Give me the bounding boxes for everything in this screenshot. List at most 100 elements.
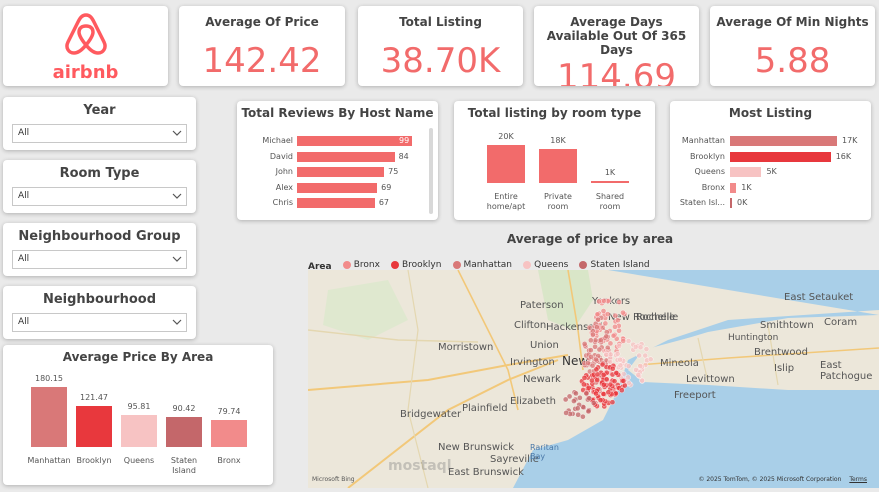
map-point[interactable]	[625, 363, 632, 369]
map-point[interactable]	[593, 390, 599, 397]
legend-item[interactable]: Staten Island	[579, 260, 650, 270]
map-point[interactable]	[594, 324, 600, 330]
map-point[interactable]	[593, 366, 600, 373]
map-point[interactable]	[612, 312, 619, 319]
map-point[interactable]	[583, 390, 590, 397]
map-point[interactable]	[621, 382, 628, 389]
map-point[interactable]	[597, 397, 604, 403]
map-point[interactable]	[563, 410, 569, 416]
map-point[interactable]	[616, 327, 622, 334]
map-point[interactable]	[566, 393, 573, 400]
map-point[interactable]	[626, 380, 632, 386]
map-point[interactable]	[613, 370, 620, 376]
map-point[interactable]	[637, 363, 644, 369]
kpi-avg-days-available: Average Days Available Out Of 365 Days 1…	[534, 6, 699, 86]
map-point[interactable]	[647, 356, 654, 363]
map-point[interactable]	[585, 408, 592, 415]
neighbourhood-group-dropdown[interactable]: All	[12, 250, 187, 269]
map-point[interactable]	[625, 338, 632, 344]
map-point[interactable]	[562, 396, 569, 403]
map-point[interactable]	[603, 352, 610, 358]
legend-item[interactable]: Brooklyn	[391, 260, 441, 270]
map-point[interactable]	[596, 298, 602, 305]
map-point[interactable]	[603, 333, 610, 340]
map-point[interactable]	[604, 311, 611, 317]
map-point[interactable]	[614, 351, 621, 357]
terms-link[interactable]: Terms	[849, 476, 867, 483]
map-point[interactable]	[632, 344, 639, 350]
map-point[interactable]	[594, 311, 601, 318]
map-point[interactable]	[625, 374, 631, 381]
map-point[interactable]	[639, 377, 646, 384]
bar-value: 67	[378, 198, 390, 207]
map-point[interactable]	[612, 324, 618, 330]
room-type-dropdown[interactable]: All	[12, 187, 187, 206]
map-point[interactable]	[609, 365, 616, 372]
scrollbar[interactable]	[429, 128, 433, 214]
map-point[interactable]	[601, 381, 607, 388]
map-point[interactable]	[593, 356, 599, 363]
map-point[interactable]	[580, 413, 586, 420]
neighbourhood-dropdown[interactable]: All	[12, 313, 187, 332]
map-point[interactable]	[601, 298, 607, 304]
legend-item[interactable]: Queens	[523, 260, 568, 270]
map-point[interactable]	[574, 405, 581, 412]
map-point[interactable]	[607, 340, 614, 347]
map-point[interactable]	[581, 375, 588, 381]
map-point[interactable]	[603, 376, 610, 383]
map-point[interactable]	[588, 354, 594, 360]
map-point[interactable]	[607, 381, 614, 388]
map-point[interactable]	[575, 411, 581, 418]
map-point[interactable]	[619, 387, 625, 394]
map-point[interactable]	[586, 324, 593, 331]
bar-label: Entire	[494, 192, 518, 201]
bar	[297, 151, 395, 162]
area-map[interactable]: Paterson Yonkers Clifton Hackensack New …	[308, 270, 879, 488]
map-point[interactable]	[577, 394, 583, 401]
map-point[interactable]	[642, 352, 649, 359]
map-point[interactable]	[585, 385, 592, 391]
map-point[interactable]	[643, 346, 650, 352]
map-point[interactable]	[600, 391, 607, 397]
map-point[interactable]	[589, 377, 595, 384]
map-point[interactable]	[610, 332, 617, 339]
map-point[interactable]	[615, 317, 621, 324]
map-point[interactable]	[590, 331, 596, 338]
map-point[interactable]	[596, 346, 603, 353]
map-point[interactable]	[600, 372, 607, 378]
legend-item[interactable]: Bronx	[342, 260, 380, 270]
map-point[interactable]	[594, 371, 601, 378]
map-point[interactable]	[590, 400, 597, 406]
map-point[interactable]	[588, 337, 594, 344]
map-point[interactable]	[637, 344, 644, 351]
map-point[interactable]	[598, 337, 604, 344]
map-point[interactable]	[617, 362, 624, 369]
map-point[interactable]	[609, 399, 616, 406]
map-point[interactable]	[616, 343, 623, 349]
map-point[interactable]	[594, 377, 600, 383]
map-point[interactable]	[620, 378, 627, 384]
map-point[interactable]	[585, 360, 591, 366]
map-point[interactable]	[600, 308, 607, 314]
map-point[interactable]	[581, 341, 588, 347]
map-point[interactable]	[599, 361, 606, 368]
map-point[interactable]	[573, 390, 579, 397]
map-point[interactable]	[635, 372, 642, 378]
map-point[interactable]	[616, 299, 622, 305]
map-point[interactable]	[620, 338, 626, 344]
legend-item[interactable]: Manhattan	[452, 260, 512, 270]
map-point[interactable]	[602, 320, 609, 327]
map-point[interactable]	[605, 389, 612, 396]
map-point[interactable]	[589, 362, 596, 369]
map-point[interactable]	[600, 324, 606, 331]
map-point[interactable]	[571, 398, 577, 404]
year-dropdown[interactable]: All	[12, 124, 187, 143]
map-point[interactable]	[581, 381, 587, 388]
map-point[interactable]	[617, 356, 623, 363]
map-point[interactable]	[588, 347, 594, 353]
map-point[interactable]	[636, 352, 643, 359]
map-point[interactable]	[620, 309, 626, 316]
map-point[interactable]	[595, 316, 601, 323]
map-point[interactable]	[611, 378, 618, 385]
map-point[interactable]	[586, 395, 593, 402]
